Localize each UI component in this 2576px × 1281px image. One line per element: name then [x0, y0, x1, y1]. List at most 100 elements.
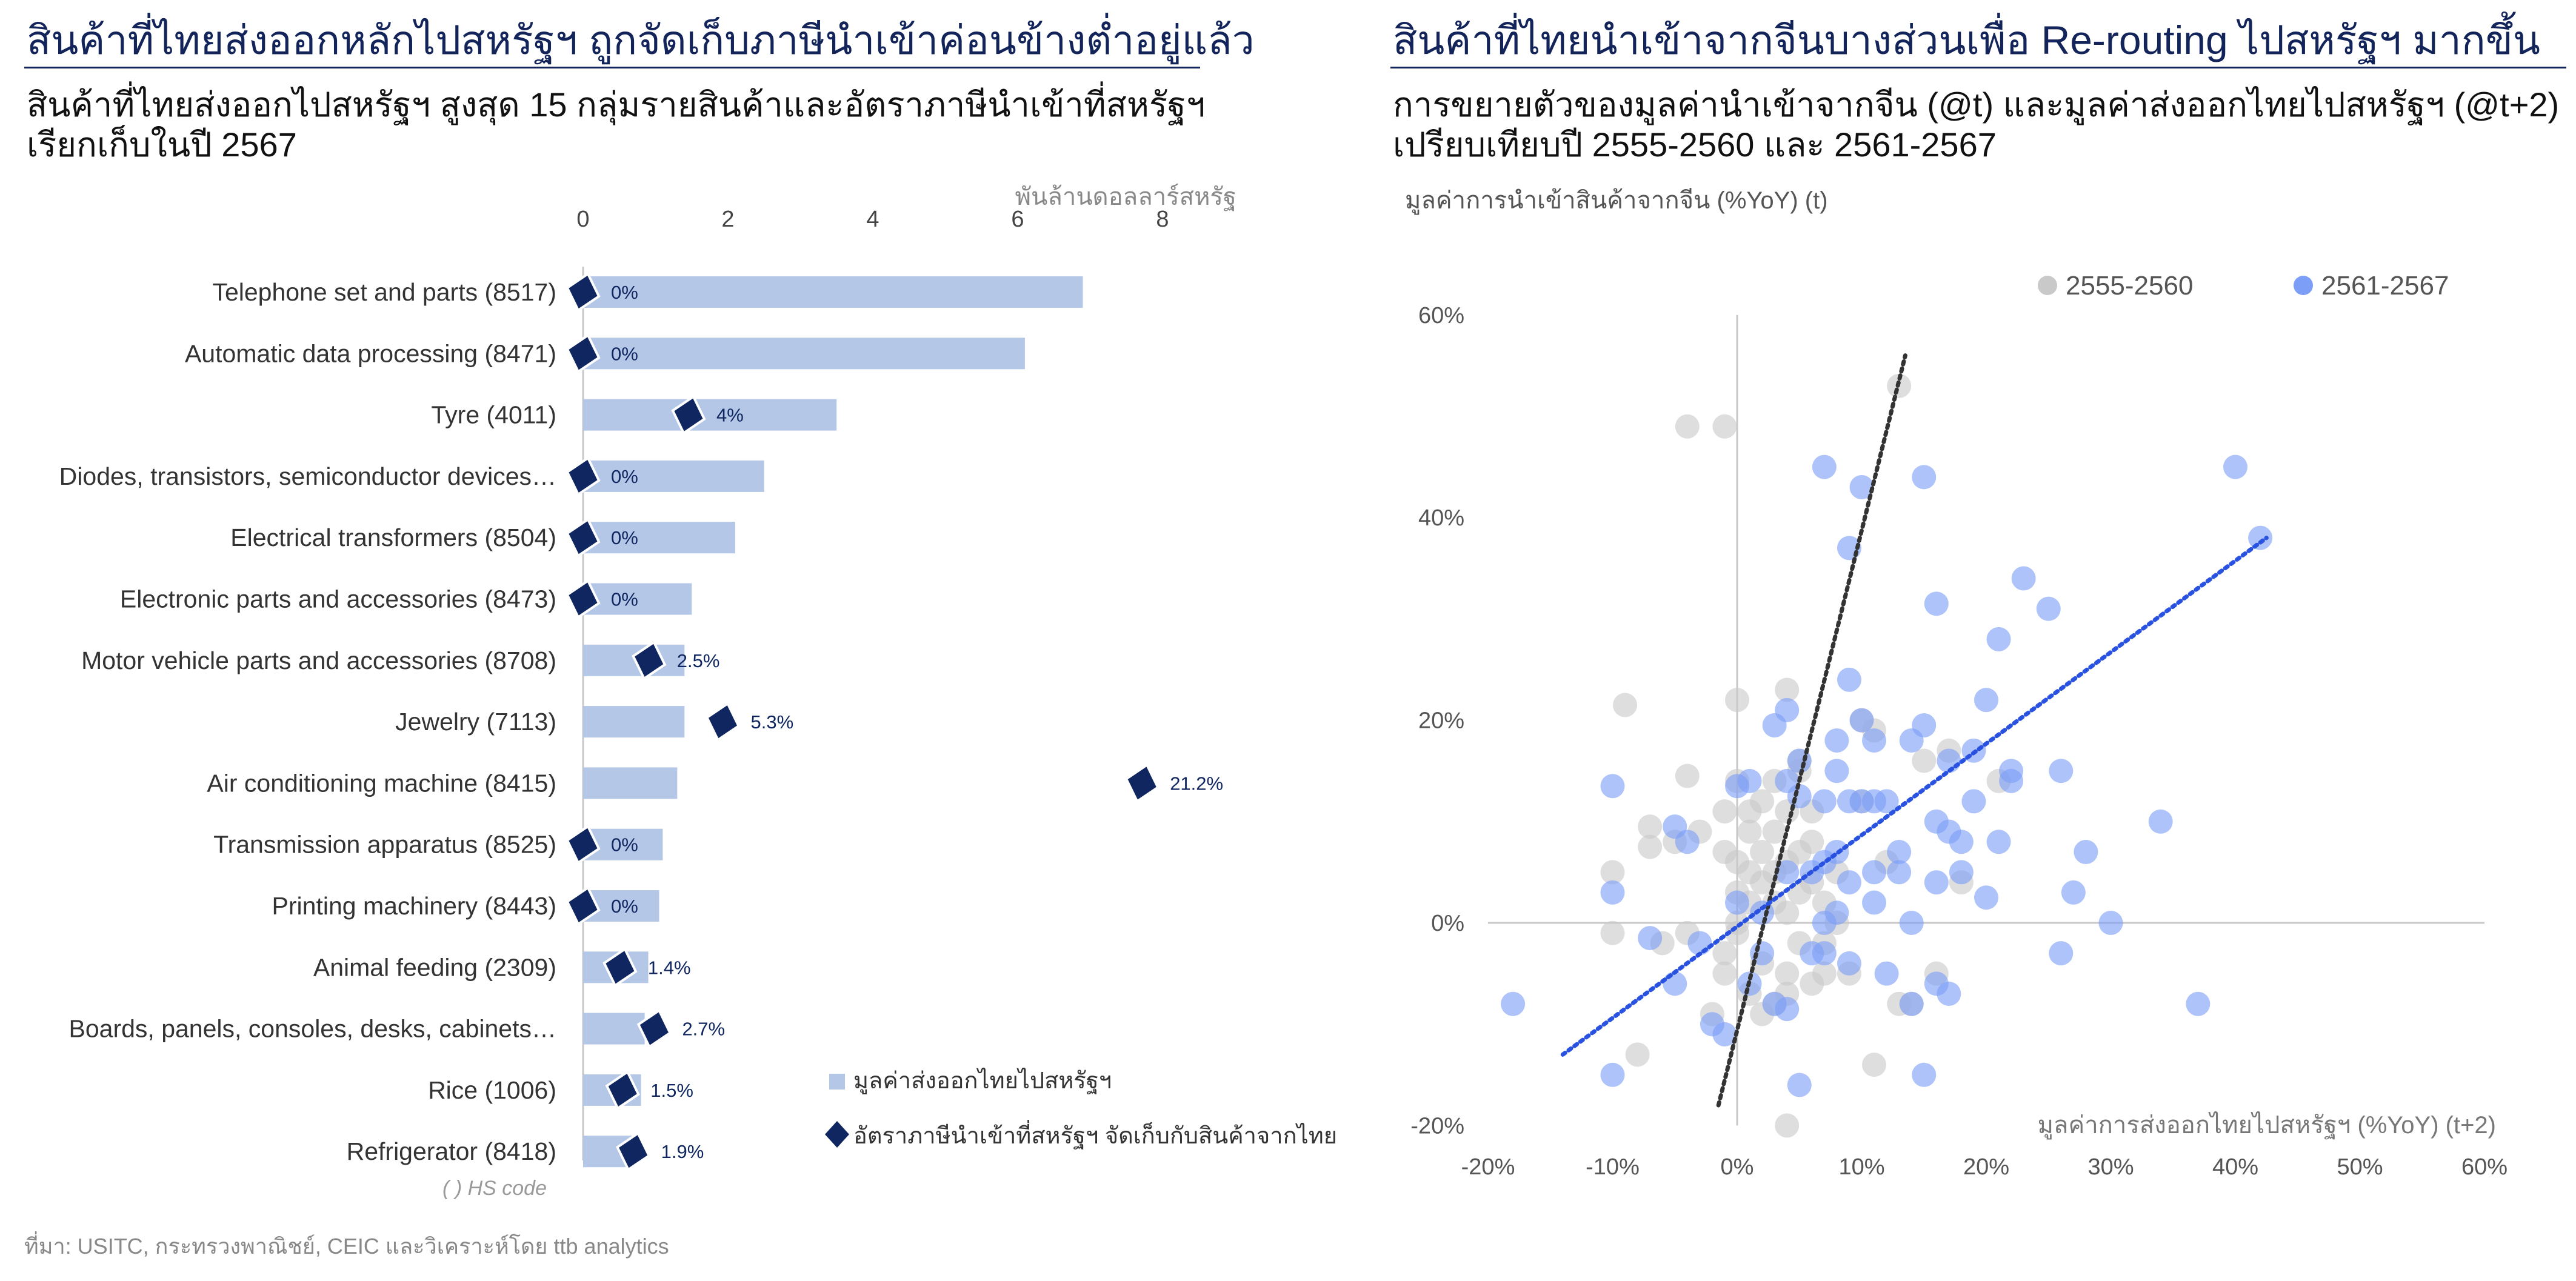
tariff-rate-label: 1.5% [650, 1080, 693, 1101]
legend-export-swatch [829, 1074, 845, 1090]
scatter-point-2561-2567 [1663, 971, 1687, 996]
bar-export-value [583, 276, 1083, 308]
scatter-point-2555-2560 [1775, 961, 1800, 986]
tariff-rate-label: 0% [611, 527, 638, 548]
scatter-point-2561-2567 [1501, 991, 1526, 1016]
scatter-x-tick-label: -20% [1461, 1154, 1515, 1180]
scatter-point-2561-2567 [1824, 900, 1849, 925]
scatter-point-2555-2560 [1812, 961, 1837, 986]
scatter-point-2561-2567 [1787, 1073, 1812, 1097]
bar-export-value [583, 706, 685, 738]
scatter-point-2561-2567 [2049, 941, 2074, 966]
scatter-point-2555-2560 [1638, 814, 1663, 839]
scatter-point-2561-2567 [2061, 880, 2086, 905]
tariff-rate-label: 1.4% [648, 957, 691, 978]
bar-x-tick-label: 6 [1011, 207, 1024, 232]
tariff-rate-label: 0% [611, 466, 638, 487]
tariff-rate-diamond [671, 394, 706, 435]
tariff-rate-diamond [566, 517, 601, 558]
bar-category-label: Boards, panels, consoles, desks, cabinet… [69, 1015, 557, 1043]
legend-marker-2561-2567 [2294, 276, 2313, 295]
trendline-2555-2560 [1716, 353, 1907, 1108]
scatter-point-2561-2567 [1849, 475, 1874, 500]
bar-category-label: Electrical transformers (8504) [230, 524, 556, 551]
left-panel-subtitle: สินค้าที่ไทยส่งออกไปสหรัฐฯ สูงสุด 15 กลุ… [27, 85, 1205, 165]
bar-chart: 0 2 4 6 8พันล้านดอลลาร์สหรัฐ Telephone set a… [59, 183, 1337, 1200]
bar-export-value [583, 1013, 645, 1045]
scatter-point-2561-2567 [1899, 991, 1924, 1016]
tariff-rate-diamond [605, 1070, 640, 1110]
bar-category-label: Telephone set and parts (8517) [212, 278, 556, 306]
bar-category-label: Transmission apparatus (8525) [213, 831, 556, 859]
tariff-rate-diamond [616, 1131, 651, 1172]
scatter-point-2561-2567 [1912, 713, 1937, 737]
scatter-point-2561-2567 [2011, 566, 2036, 591]
scatter-point-2561-2567 [1775, 997, 1800, 1022]
bar-x-tick-label: 0 [576, 207, 589, 232]
scatter-x-tick-label: 0% [1721, 1154, 1754, 1180]
scatter-point-2561-2567 [2148, 809, 2173, 834]
bar-x-tick-label: 2 [721, 207, 734, 232]
scatter-point-2555-2560 [1775, 1113, 1800, 1138]
scatter-x-tick-label: -10% [1586, 1154, 1640, 1180]
scatter-y-tick-label: -20% [1410, 1113, 1464, 1139]
bar-x-tick-label: 8 [1156, 207, 1169, 232]
scatter-point-2561-2567 [1874, 961, 1899, 986]
scatter-point-2555-2560 [1613, 693, 1638, 717]
tariff-rate-diamond [566, 579, 601, 619]
scatter-point-2561-2567 [1600, 1062, 1625, 1087]
scatter-point-2561-2567 [1837, 667, 1861, 692]
scatter-point-2555-2560 [1712, 799, 1737, 824]
tariff-rate-label: 0% [611, 834, 638, 856]
bar-category-label: Rice (1006) [428, 1076, 556, 1104]
tariff-rate-label: 0% [611, 589, 638, 610]
scatter-point-2555-2560 [1775, 900, 1800, 925]
scatter-point-2561-2567 [1600, 774, 1625, 799]
scatter-point-2561-2567 [2049, 759, 2074, 784]
scatter-point-2555-2560 [1712, 961, 1737, 986]
scatter-point-2561-2567 [1837, 951, 1861, 976]
tariff-rate-label: 4% [716, 405, 744, 426]
scatter-point-2561-2567 [1849, 708, 1874, 733]
scatter-point-2561-2567 [1862, 728, 1887, 753]
scatter-point-2555-2560 [1800, 830, 1824, 854]
bar-export-value [583, 338, 1025, 370]
scatter-point-2561-2567 [2074, 839, 2098, 864]
scatter-x-tick-label: 20% [1963, 1154, 2009, 1180]
scatter-x-tick-label: 60% [2461, 1154, 2508, 1180]
scatter-x-tick-label: 10% [1838, 1154, 1884, 1180]
scatter-x-tick-label: 40% [2212, 1154, 2258, 1180]
tariff-rate-label: 0% [611, 282, 638, 303]
tariff-rate-label: 2.5% [677, 650, 720, 671]
tariff-rate-label: 21.2% [1170, 773, 1223, 794]
tariff-rate-diamond [636, 1008, 672, 1049]
scatter-point-2561-2567 [1974, 688, 1998, 713]
scatter-point-2561-2567 [2036, 596, 2061, 621]
scatter-point-2561-2567 [1725, 890, 1749, 915]
scatter-point-2561-2567 [1924, 870, 1949, 895]
scatter-point-2555-2560 [1737, 819, 1762, 844]
scatter-point-2561-2567 [1924, 591, 1949, 616]
bar-x-tick-label: 4 [866, 207, 879, 232]
bar-category-label: Motor vehicle parts and accessories (870… [81, 647, 556, 674]
right-subtitle-line2: เปรียบเทียบปี 2555-2560 และ 2561-2567 [1393, 125, 1997, 164]
scatter-point-2561-2567 [1887, 839, 1912, 864]
bar-category-label: Refrigerator (8418) [347, 1137, 556, 1165]
tariff-rate-label: 0% [611, 896, 638, 917]
scatter-point-2561-2567 [1862, 890, 1887, 915]
scatter-y-tick-label: 40% [1418, 505, 1464, 531]
scatter-point-2561-2567 [1737, 768, 1762, 793]
scatter-point-2561-2567 [1638, 926, 1663, 951]
scatter-point-2555-2560 [1712, 941, 1737, 966]
scatter-point-2555-2560 [1750, 789, 1775, 814]
scatter-point-2561-2567 [1912, 1062, 1937, 1087]
scatter-point-2555-2560 [1625, 1042, 1650, 1067]
scatter-point-2561-2567 [1837, 870, 1861, 895]
scatter-x-tick-label: 50% [2337, 1154, 2383, 1180]
scatter-point-2561-2567 [1899, 911, 1924, 935]
bar-export-value [583, 767, 678, 799]
right-title-rule [1390, 67, 2566, 68]
scatter-chart: -20% -10% 0% 10% 20% 30% 40% 50% 60% -20% 0% 20% 40%… [1405, 187, 2508, 1180]
tariff-rate-diamond [632, 640, 667, 680]
tariff-rate-diamond [602, 947, 638, 988]
